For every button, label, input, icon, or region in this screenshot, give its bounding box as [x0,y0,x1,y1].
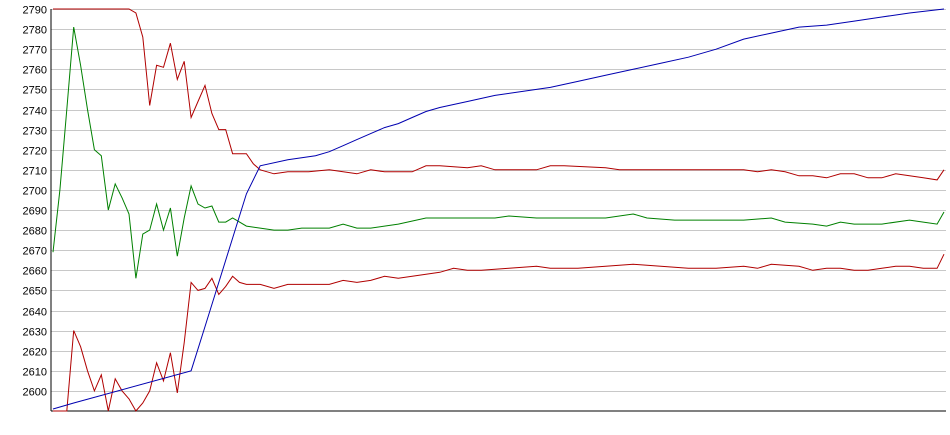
y-tick-label-2600: 2600 [23,387,47,399]
grid-lines [51,9,946,392]
y-tick-label-2650: 2650 [23,286,47,298]
y-tick-label-2730: 2730 [23,126,47,138]
y-tick-label-2630: 2630 [23,327,47,339]
y-tick-labels: 2600 2610 2620 2630 2640 2650 2660 2670 2680 2690… [23,5,47,399]
y-tick-label-2710: 2710 [23,166,47,178]
y-tick-label-2790: 2790 [23,5,47,17]
y-tick-label-2760: 2760 [23,65,47,77]
y-tick-label-2690: 2690 [23,206,47,218]
y-tick-label-2610: 2610 [23,367,47,379]
axes [50,9,946,412]
y-tick-label-2680: 2680 [23,226,47,238]
series-line-1 [53,8,945,181]
y-tick-label-2720: 2720 [23,146,47,158]
y-tick-label-2640: 2640 [23,307,47,319]
y-tick-label-2740: 2740 [23,106,47,118]
y-tick-label-2670: 2670 [23,246,47,258]
y-tick-label-2700: 2700 [23,186,47,198]
series-line-2 [52,27,945,279]
y-tick-label-2660: 2660 [23,266,47,278]
y-tick-label-2620: 2620 [23,347,47,359]
series-lines [52,8,945,412]
y-tick-label-2770: 2770 [23,45,47,57]
y-tick-label-2750: 2750 [23,85,47,97]
y-tick-label-2780: 2780 [23,25,47,37]
series-line-3 [53,253,945,412]
series-line-4 [52,8,945,410]
